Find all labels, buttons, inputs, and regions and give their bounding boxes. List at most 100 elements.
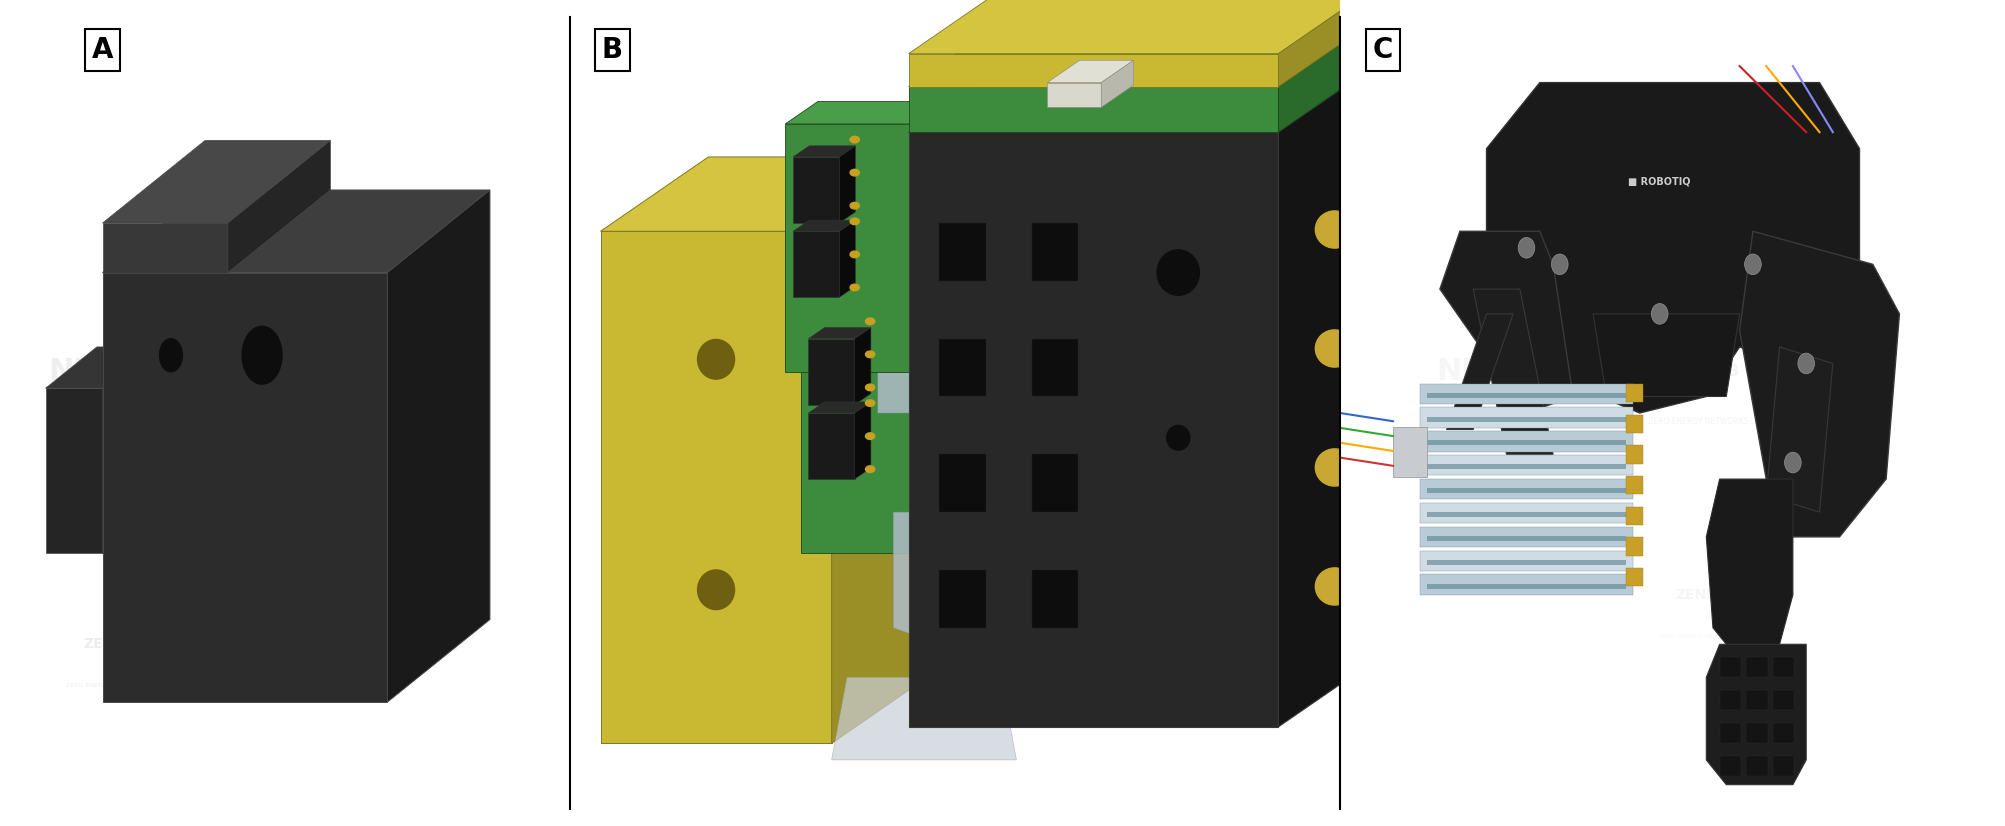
Text: ZERO ENERGY NETWORKS LAB: ZERO ENERGY NETWORKS LAB — [66, 683, 162, 688]
Polygon shape — [908, 21, 1440, 132]
Polygon shape — [908, 132, 1277, 727]
Ellipse shape — [1361, 330, 1399, 367]
Text: C: C — [1373, 36, 1393, 64]
Polygon shape — [808, 413, 854, 479]
Text: A: A — [92, 36, 112, 64]
Ellipse shape — [1650, 303, 1668, 324]
Polygon shape — [878, 330, 970, 454]
Polygon shape — [1764, 347, 1833, 512]
Text: ZENLAB: ZENLAB — [958, 364, 1027, 379]
Ellipse shape — [1744, 254, 1760, 274]
Bar — [1426, 583, 1626, 589]
Ellipse shape — [850, 169, 858, 176]
Bar — [1393, 427, 1426, 477]
Bar — [938, 223, 984, 281]
Bar — [1746, 756, 1766, 776]
Bar — [1626, 506, 1642, 525]
Bar — [1420, 407, 1632, 428]
Bar — [1426, 440, 1626, 445]
Polygon shape — [786, 124, 924, 372]
Ellipse shape — [864, 351, 874, 358]
Bar — [1426, 560, 1626, 565]
Polygon shape — [838, 220, 854, 297]
Polygon shape — [792, 157, 838, 223]
Text: ■ ROBOTIQ: ■ ROBOTIQ — [1628, 177, 1690, 187]
Text: ZENLAB: ZENLAB — [1672, 364, 1738, 379]
Ellipse shape — [1784, 453, 1800, 472]
Bar — [1420, 383, 1632, 404]
Bar — [1718, 690, 1740, 710]
Text: NKG: NKG — [726, 357, 798, 387]
Polygon shape — [800, 283, 970, 306]
Polygon shape — [938, 283, 970, 553]
Ellipse shape — [850, 284, 858, 291]
Polygon shape — [792, 169, 874, 198]
Polygon shape — [599, 231, 832, 743]
Polygon shape — [1047, 83, 1101, 107]
Bar — [1426, 464, 1626, 469]
Polygon shape — [800, 306, 938, 553]
Bar — [938, 570, 984, 628]
Polygon shape — [1486, 83, 1859, 413]
Bar — [1746, 690, 1766, 710]
Text: ZERO ENERGY NETWORKS LAB: ZERO ENERGY NETWORKS LAB — [227, 417, 343, 425]
Ellipse shape — [1315, 449, 1353, 486]
Ellipse shape — [160, 339, 182, 372]
Text: ZERO ENERGY NETWORKS LAB: ZERO ENERGY NETWORKS LAB — [906, 658, 1002, 663]
Bar — [1420, 479, 1632, 499]
Polygon shape — [854, 328, 870, 405]
Polygon shape — [892, 512, 984, 677]
Polygon shape — [808, 339, 854, 405]
Polygon shape — [908, 54, 1277, 87]
Bar — [1420, 431, 1632, 452]
Ellipse shape — [698, 570, 734, 610]
Bar — [1746, 723, 1766, 743]
Text: B: B — [602, 36, 622, 64]
Ellipse shape — [1315, 568, 1353, 605]
Polygon shape — [832, 169, 874, 231]
Ellipse shape — [850, 218, 858, 225]
Text: ZERO ENERGY NETWORKS LAB: ZERO ENERGY NETWORKS LAB — [934, 417, 1051, 425]
Bar — [1420, 551, 1632, 571]
Text: ZENLAB: ZENLAB — [82, 638, 144, 651]
Text: ZENLAB: ZENLAB — [1674, 588, 1736, 601]
Bar — [1772, 690, 1792, 710]
Ellipse shape — [864, 433, 874, 439]
Bar — [1426, 512, 1626, 517]
Polygon shape — [46, 388, 102, 553]
Ellipse shape — [1315, 211, 1353, 248]
Polygon shape — [832, 677, 1017, 760]
Bar — [1746, 657, 1766, 677]
Bar — [938, 454, 984, 512]
Polygon shape — [229, 140, 331, 273]
Polygon shape — [792, 220, 854, 231]
Polygon shape — [102, 273, 387, 702]
Polygon shape — [1277, 0, 1440, 132]
Polygon shape — [1706, 479, 1792, 661]
Polygon shape — [1446, 314, 1512, 430]
Polygon shape — [832, 157, 938, 743]
Ellipse shape — [864, 384, 874, 391]
Ellipse shape — [1315, 330, 1353, 367]
Bar — [1420, 574, 1632, 595]
Bar — [1426, 536, 1626, 541]
Bar — [1420, 455, 1632, 476]
Polygon shape — [102, 347, 154, 553]
Text: NKG: NKG — [48, 357, 122, 387]
Bar — [1626, 384, 1642, 402]
Ellipse shape — [864, 400, 874, 406]
Polygon shape — [908, 0, 1440, 54]
Polygon shape — [1592, 314, 1738, 396]
Polygon shape — [908, 0, 1440, 87]
Polygon shape — [854, 402, 870, 479]
Polygon shape — [1277, 21, 1440, 727]
Bar — [1626, 538, 1642, 556]
Polygon shape — [1101, 60, 1133, 107]
Ellipse shape — [698, 339, 734, 379]
Ellipse shape — [243, 326, 283, 384]
Ellipse shape — [1361, 449, 1399, 486]
Polygon shape — [387, 190, 489, 702]
Bar — [1426, 488, 1626, 493]
Ellipse shape — [864, 466, 874, 472]
Text: ZERO ENERGY NETWORKS LAB: ZERO ENERGY NETWORKS LAB — [1646, 417, 1764, 425]
